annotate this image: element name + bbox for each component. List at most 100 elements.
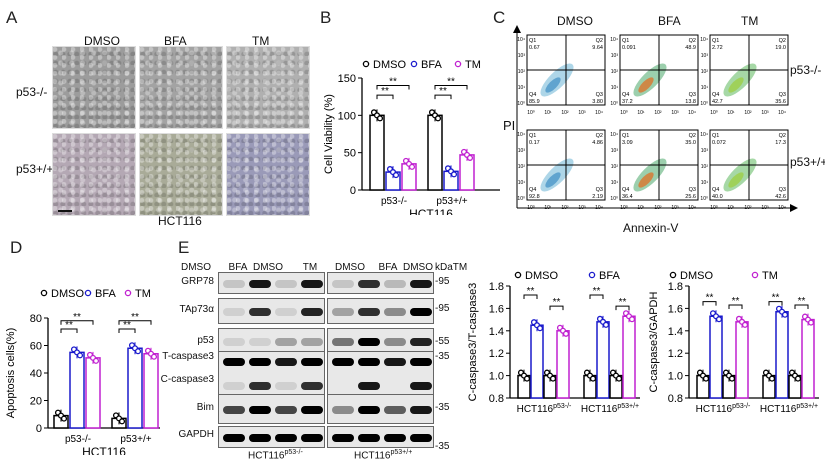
kda-marker: -35 — [435, 402, 450, 413]
blot-strip — [327, 272, 434, 294]
svg-text:3.09: 3.09 — [622, 140, 633, 146]
blot-strip — [218, 426, 325, 448]
svg-text:10⁴: 10⁴ — [778, 205, 786, 211]
svg-text:DMSO: DMSO — [525, 270, 558, 282]
svg-text:2.19: 2.19 — [592, 194, 603, 200]
band — [275, 382, 297, 390]
svg-text:**: ** — [553, 297, 561, 308]
svg-text:**: ** — [65, 320, 73, 331]
group-sup: p53+/+ — [390, 449, 413, 456]
band — [275, 280, 297, 288]
band — [410, 338, 432, 346]
svg-text:10²: 10² — [518, 164, 526, 170]
svg-text:10³: 10³ — [611, 148, 619, 154]
svg-text:p53+/+: p53+/+ — [436, 196, 467, 207]
svg-text:Q4: Q4 — [622, 187, 629, 193]
band — [332, 308, 354, 316]
svg-text:Apoptosis cells(%): Apoptosis cells(%) — [5, 328, 17, 418]
blot-strip — [327, 394, 434, 424]
svg-text:3.80: 3.80 — [592, 99, 603, 105]
blot-strip — [218, 394, 325, 424]
svg-text:10⁴: 10⁴ — [610, 37, 618, 43]
band — [249, 382, 271, 390]
micrograph-p53-/--BFA — [139, 46, 223, 129]
kda-marker: -55 — [435, 336, 450, 347]
band — [301, 358, 323, 366]
svg-text:17.3: 17.3 — [775, 140, 786, 146]
svg-text:10⁰: 10⁰ — [527, 110, 535, 116]
svg-text:**: ** — [619, 297, 627, 308]
group-base: HCT116 — [248, 450, 285, 462]
svg-text:0: 0 — [36, 423, 42, 435]
micrograph-p53-/--DMSO — [52, 46, 136, 129]
svg-text:10²: 10² — [611, 164, 619, 170]
svg-text:10⁰: 10⁰ — [700, 101, 708, 107]
svg-text:10²: 10² — [561, 110, 569, 116]
band — [358, 308, 380, 316]
svg-text:10¹: 10¹ — [701, 180, 709, 186]
svg-text:85.9: 85.9 — [529, 99, 540, 105]
band — [223, 382, 245, 390]
svg-text:1.6: 1.6 — [489, 303, 504, 315]
svg-text:Q2: Q2 — [596, 133, 603, 139]
svg-text:**: ** — [73, 312, 81, 323]
blot-strip — [327, 328, 434, 354]
svg-text:DMSO: DMSO — [373, 59, 406, 71]
svg-text:10³: 10³ — [518, 148, 526, 154]
band — [358, 280, 380, 288]
band — [332, 406, 354, 414]
svg-text:4.86: 4.86 — [592, 140, 603, 146]
band — [249, 406, 271, 414]
band — [223, 338, 245, 346]
svg-text:Q3: Q3 — [596, 187, 603, 193]
svg-text:Q1: Q1 — [712, 133, 719, 139]
svg-text:HCT116: HCT116 — [409, 207, 453, 215]
svg-text:**: ** — [798, 296, 806, 307]
blot-strip — [218, 298, 325, 324]
svg-text:10⁰: 10⁰ — [610, 196, 618, 202]
svg-text:BFA: BFA — [421, 59, 442, 71]
svg-text:TM: TM — [762, 270, 778, 282]
band — [223, 434, 245, 442]
blot-strip — [327, 298, 434, 324]
svg-text:10⁰: 10⁰ — [620, 205, 628, 211]
protein-label: Bim — [196, 402, 214, 413]
svg-text:150: 150 — [338, 73, 356, 85]
svg-text:**: ** — [772, 293, 780, 304]
svg-text:1.8: 1.8 — [489, 281, 504, 293]
band — [332, 358, 354, 366]
kda-marker: -35 — [435, 441, 450, 452]
svg-text:Q3: Q3 — [689, 187, 696, 193]
svg-text:10⁴: 10⁴ — [688, 205, 696, 211]
svg-text:10⁴: 10⁴ — [700, 37, 708, 43]
band — [410, 308, 432, 316]
band — [410, 280, 432, 288]
svg-text:10¹: 10¹ — [544, 110, 552, 116]
svg-text:Q1: Q1 — [622, 133, 629, 139]
protein-label: C-caspase3 — [160, 374, 214, 385]
svg-text:10¹: 10¹ — [611, 180, 619, 186]
svg-text:10¹: 10¹ — [727, 110, 735, 116]
svg-text:10⁴: 10⁴ — [517, 37, 525, 43]
band — [332, 434, 354, 442]
svg-text:Q4: Q4 — [529, 187, 536, 193]
svg-text:10⁴: 10⁴ — [688, 110, 696, 116]
svg-text:p53-/-: p53-/- — [65, 434, 91, 445]
svg-text:**: ** — [439, 86, 447, 97]
kda-marker: -35 — [435, 351, 450, 362]
blot-strip — [218, 328, 325, 354]
svg-text:50: 50 — [344, 148, 356, 160]
group-base: HCT116 — [354, 450, 391, 462]
blot-strip — [327, 351, 434, 395]
c-caspase3-t-caspase3-chart: 0.8 1.0 1.2 1.4 1.6 1.8 C-caspase3/T-caspase3 H… — [467, 270, 640, 415]
blot-strip — [327, 426, 434, 448]
svg-text:25.6: 25.6 — [685, 194, 696, 200]
panel-c-row-p53-null: p53-/- — [790, 63, 822, 77]
svg-text:TM: TM — [135, 288, 151, 300]
svg-text:TM: TM — [465, 59, 481, 71]
svg-text:**: ** — [527, 286, 535, 297]
